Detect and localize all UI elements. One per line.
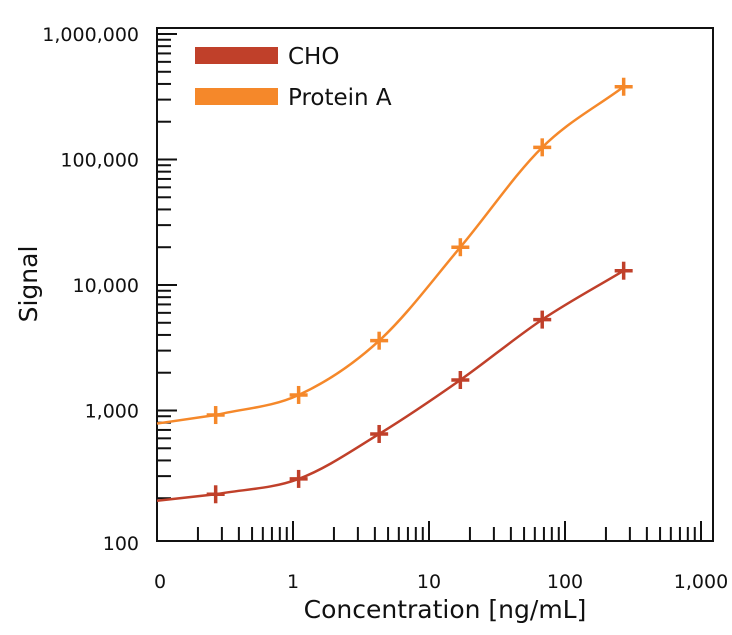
data-point (533, 310, 552, 329)
minor-ticks (157, 33, 702, 541)
y-tick-label: 100 (103, 533, 139, 555)
series-line-cho (156, 269, 625, 503)
x-axis-title: Concentration [ng/mL] (304, 595, 587, 624)
y-tick-label: 1,000,000 (42, 24, 139, 46)
legend-label-protein-a: Protein A (288, 85, 392, 111)
legend-swatch-protein-a (195, 88, 278, 105)
curves (156, 85, 625, 503)
legend-label-cho: CHO (288, 44, 339, 70)
legend-swatch-cho (195, 47, 278, 64)
data-point (206, 485, 225, 504)
x-tick-label: 100 (547, 571, 583, 593)
y-axis-title: Signal (14, 246, 43, 323)
y-tick-label: 100,000 (60, 150, 139, 172)
data-point (370, 424, 389, 443)
data-point (614, 77, 633, 96)
legend: CHO Protein A (195, 44, 392, 111)
data-point (451, 238, 470, 257)
y-tick-labels: 100 1,000 10,000 100,000 1,000,000 (42, 24, 139, 555)
y-tick-label: 1,000 (85, 401, 139, 423)
y-tick-label: 10,000 (73, 275, 139, 297)
x-tick-labels: 0 1 10 100 1,000 (154, 571, 728, 593)
data-point (614, 261, 633, 280)
x-tick-label: 1,000 (674, 571, 728, 593)
data-point (451, 370, 470, 389)
x-tick-label: 1 (287, 571, 299, 593)
data-point (370, 331, 389, 350)
data-point (289, 385, 308, 404)
data-point (206, 406, 225, 425)
series-line-protein-a (156, 85, 625, 425)
x-tick-label: 0 (154, 571, 166, 593)
data-point (289, 469, 308, 488)
x-tick-label: 10 (417, 571, 441, 593)
markers (206, 77, 633, 504)
data-point (533, 138, 552, 157)
